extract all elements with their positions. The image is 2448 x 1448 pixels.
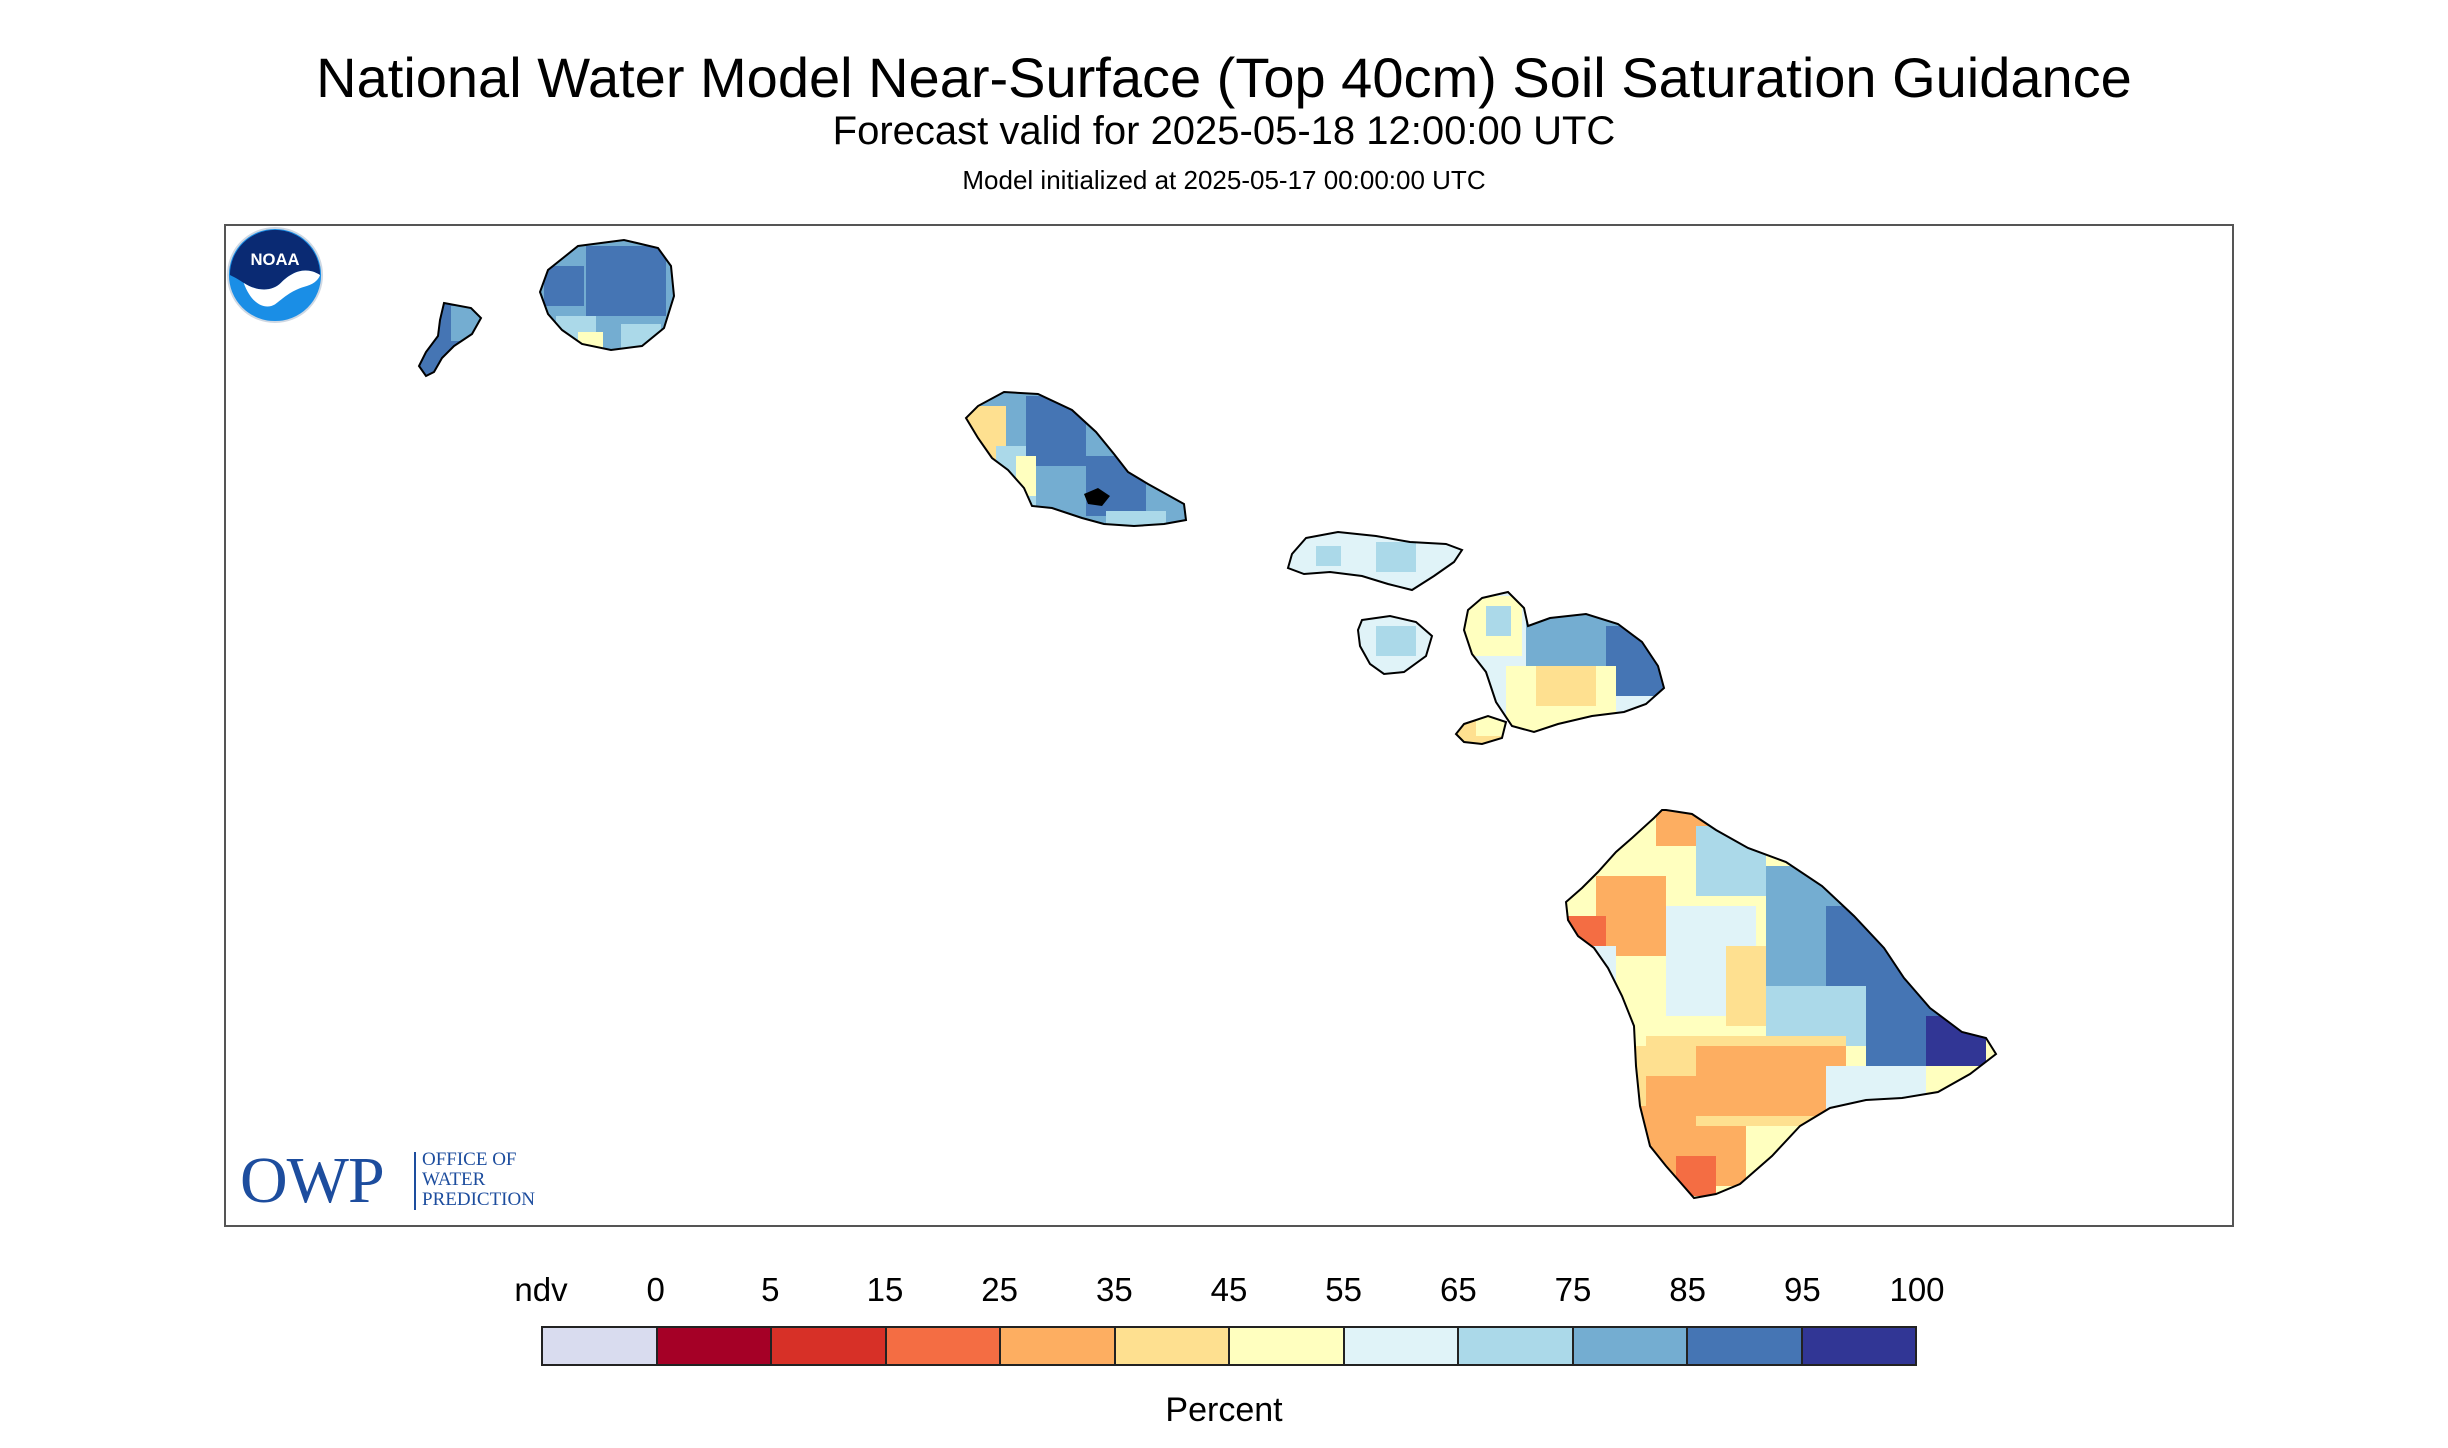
- legend-swatch: [1230, 1328, 1345, 1364]
- legend-swatch: [543, 1328, 658, 1364]
- noaa-logo: NOAA: [226, 226, 324, 324]
- legend-swatch: [772, 1328, 887, 1364]
- legend-tick-label: 5: [761, 1271, 780, 1308]
- island-lanai: [1356, 614, 1434, 676]
- island-oahu: [964, 390, 1188, 528]
- legend-swatch: [1344, 1328, 1459, 1364]
- legend-swatch: [1459, 1328, 1574, 1364]
- owp-logo-line2: WATER: [422, 1169, 486, 1190]
- legend-tick-label: 85: [1669, 1271, 1707, 1308]
- legend-tick-label: 25: [981, 1271, 1019, 1308]
- owp-logo-line1: OFFICE OF: [422, 1149, 517, 1170]
- island-hawaii: [1564, 809, 1998, 1200]
- legend-tick-label: 35: [1095, 1271, 1133, 1308]
- legend-tick-label: 100: [1889, 1271, 1945, 1308]
- model-init-time: Model initialized at 2025-05-17 00:00:00…: [962, 165, 1486, 195]
- legend-label-ndv: ndv: [514, 1271, 568, 1308]
- island-map: [417, 238, 1998, 1200]
- owp-logo-line3: PREDICTION: [422, 1189, 535, 1210]
- legend-swatch: [1115, 1328, 1230, 1364]
- forecast-valid-time: Forecast valid for 2025-05-18 12:00:00 U…: [832, 109, 1616, 153]
- owp-logo-letters: OWP: [240, 1144, 385, 1217]
- island-niihau: [417, 301, 483, 378]
- legend-colorbar: [541, 1326, 1917, 1366]
- owp-logo-divider: [414, 1152, 416, 1210]
- legend-tick-label: 45: [1210, 1271, 1248, 1308]
- legend-swatch: [1001, 1328, 1116, 1364]
- island-maui: [1462, 590, 1666, 734]
- island-kauai: [538, 238, 676, 352]
- legend-tick-label: 75: [1554, 1271, 1592, 1308]
- legend-swatch: [657, 1328, 772, 1364]
- legend-tick-label: 15: [866, 1271, 904, 1308]
- legend-tick-label: 0: [646, 1271, 665, 1308]
- legend-swatch: [1688, 1328, 1803, 1364]
- map-panel[interactable]: OWP OFFICE OF WATER PREDICTION NOAA: [224, 224, 2234, 1227]
- legend-swatch: [1802, 1328, 1915, 1364]
- map-title: National Water Model Near-Surface (Top 4…: [316, 46, 2132, 109]
- legend-tick-label: 95: [1783, 1271, 1821, 1308]
- legend-tick-label: 65: [1439, 1271, 1477, 1308]
- legend-ticks: ndv 0 5 15 25 35 45 55 65 75 85 95 100: [0, 1270, 2448, 1310]
- legend-units: Percent: [1165, 1391, 1283, 1429]
- legend-swatch: [1573, 1328, 1688, 1364]
- owp-logo-text: OFFICE OF WATER PREDICTION: [422, 1150, 535, 1210]
- legend-swatch: [886, 1328, 1001, 1364]
- noaa-logo-text: NOAA: [250, 250, 299, 269]
- island-molokai: [1286, 530, 1464, 592]
- legend-tick-label: 55: [1325, 1271, 1363, 1308]
